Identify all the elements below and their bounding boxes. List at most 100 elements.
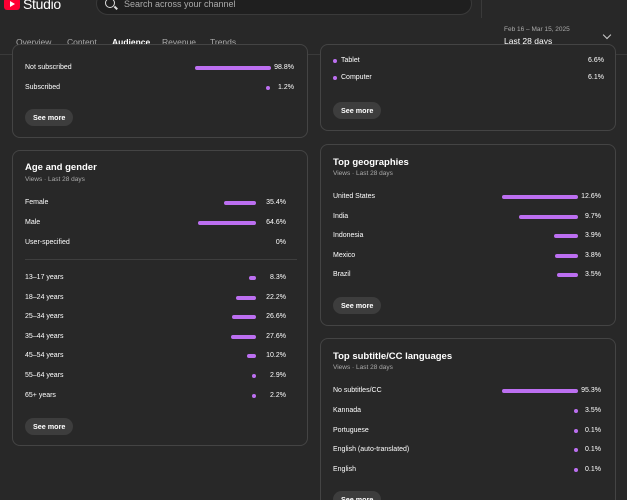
- tab-trends[interactable]: Trends: [210, 37, 237, 47]
- device-type-card: Tablet 6.6% Computer 6.1% See more: [320, 44, 616, 131]
- top-bar: Studio: [0, 0, 627, 18]
- row-value: 10.2%: [266, 352, 286, 359]
- language-bar: [574, 448, 578, 452]
- row-value: 64.6%: [266, 219, 286, 226]
- row-value: 3.5%: [585, 407, 601, 414]
- search-input[interactable]: [124, 0, 444, 9]
- studio-logo[interactable]: Studio: [4, 0, 61, 12]
- row-value: 12.6%: [581, 193, 601, 200]
- row-value: 3.9%: [585, 232, 601, 239]
- row-label: Kannada: [333, 407, 362, 414]
- row-label: 45–54 years: [25, 352, 64, 359]
- row-label: Indonesia: [333, 232, 364, 239]
- card-title: Top subtitle/CC languages: [333, 351, 453, 362]
- card-title: Top geographies: [333, 157, 409, 168]
- language-bar: [502, 389, 578, 393]
- row-label: United States: [333, 193, 376, 200]
- row-value: 0.1%: [585, 466, 601, 473]
- row-label: 65+ years: [25, 392, 56, 399]
- card-subtitle: Views · Last 28 days: [333, 364, 393, 371]
- legend-dot: [333, 59, 337, 63]
- language-bar: [574, 409, 578, 413]
- female-bar: [224, 201, 256, 205]
- row-label: 13–17 years: [25, 274, 64, 281]
- card-title: Age and gender: [25, 162, 97, 173]
- male-bar: [198, 221, 256, 225]
- row-label: Brazil: [333, 271, 351, 278]
- row-label: Computer: [341, 74, 372, 81]
- row-value: 1.2%: [278, 84, 294, 91]
- row-label: India: [333, 213, 349, 220]
- language-bar: [574, 468, 578, 472]
- row-label: Subscribed: [25, 84, 61, 91]
- row-value: 2.2%: [270, 392, 286, 399]
- top-geographies-card: Top geographies Views · Last 28 days Uni…: [320, 144, 616, 326]
- tab-content[interactable]: Content: [67, 37, 97, 47]
- age-bar: [231, 335, 256, 339]
- age-bar: [252, 374, 256, 378]
- subscription-status-card: Not subscribed 98.8% Subscribed 1.2% See…: [12, 44, 308, 138]
- date-range-picker[interactable]: Feb 16 – Mar 15, 2025 Last 28 days: [504, 26, 570, 46]
- row-label: Male: [25, 219, 41, 226]
- geo-bar: [555, 254, 578, 258]
- legend-dot: [333, 76, 337, 80]
- row-label: English (auto-translated): [333, 446, 410, 453]
- row-value: 2.9%: [270, 372, 286, 379]
- age-bar: [249, 276, 256, 280]
- row-label: No subtitles/CC: [333, 387, 382, 394]
- age-bar: [236, 296, 256, 300]
- tab-overview[interactable]: Overview: [16, 37, 52, 47]
- not-subscribed-bar: [195, 66, 271, 70]
- geo-bar: [554, 234, 578, 238]
- row-value: 6.1%: [588, 74, 604, 81]
- row-label: English: [333, 466, 356, 473]
- tab-revenue[interactable]: Revenue: [162, 37, 197, 47]
- row-value: 27.6%: [266, 333, 286, 340]
- row-value: 22.2%: [266, 294, 286, 301]
- row-value: 8.3%: [270, 274, 286, 281]
- row-value: 98.8%: [274, 64, 294, 71]
- language-bar: [574, 429, 578, 433]
- row-label: Portuguese: [333, 427, 369, 434]
- age-bar: [247, 354, 256, 358]
- subscribed-bar: [266, 86, 270, 90]
- row-value: 3.8%: [585, 252, 601, 259]
- card-subtitle: Views · Last 28 days: [333, 170, 393, 177]
- logo-text: Studio: [23, 0, 61, 12]
- row-label: 55–64 years: [25, 372, 64, 379]
- top-subtitle-languages-card: Top subtitle/CC languages Views · Last 2…: [320, 338, 616, 500]
- row-label: 25–34 years: [25, 313, 64, 320]
- card-subtitle: Views · Last 28 days: [25, 176, 85, 183]
- row-label: Female: [25, 199, 49, 206]
- see-more-button[interactable]: See more: [333, 297, 382, 314]
- row-value: 35.4%: [266, 199, 286, 206]
- row-value: 0%: [275, 239, 286, 246]
- geo-bar: [519, 215, 578, 219]
- row-value: 95.3%: [581, 387, 601, 394]
- row-label: 35–44 years: [25, 333, 64, 340]
- search-bar[interactable]: [96, 0, 472, 15]
- row-value: 0.1%: [585, 446, 601, 453]
- see-more-button[interactable]: See more: [25, 109, 74, 126]
- date-range-dates: Feb 16 – Mar 15, 2025: [504, 26, 570, 33]
- row-value: 6.6%: [588, 57, 604, 64]
- tab-audience[interactable]: Audience: [112, 37, 151, 47]
- row-value: 3.5%: [585, 271, 601, 278]
- age-bar: [252, 394, 256, 398]
- geo-bar: [557, 273, 578, 277]
- youtube-play-icon: [4, 0, 20, 10]
- geo-bar: [502, 195, 578, 199]
- row-value: 26.6%: [266, 313, 286, 320]
- section-divider: [25, 259, 297, 260]
- age-bar: [232, 315, 256, 319]
- see-more-button[interactable]: See more: [333, 102, 382, 119]
- search-icon[interactable]: [105, 0, 115, 8]
- row-label: Mexico: [333, 252, 356, 259]
- row-label: Tablet: [341, 57, 360, 64]
- see-more-button[interactable]: See more: [25, 418, 74, 435]
- row-label: Not subscribed: [25, 64, 72, 71]
- see-more-button[interactable]: See more: [333, 491, 382, 500]
- row-label: User-specified: [25, 239, 70, 246]
- date-range-label: Last 28 days: [504, 36, 553, 46]
- chevron-down-icon[interactable]: [602, 30, 612, 40]
